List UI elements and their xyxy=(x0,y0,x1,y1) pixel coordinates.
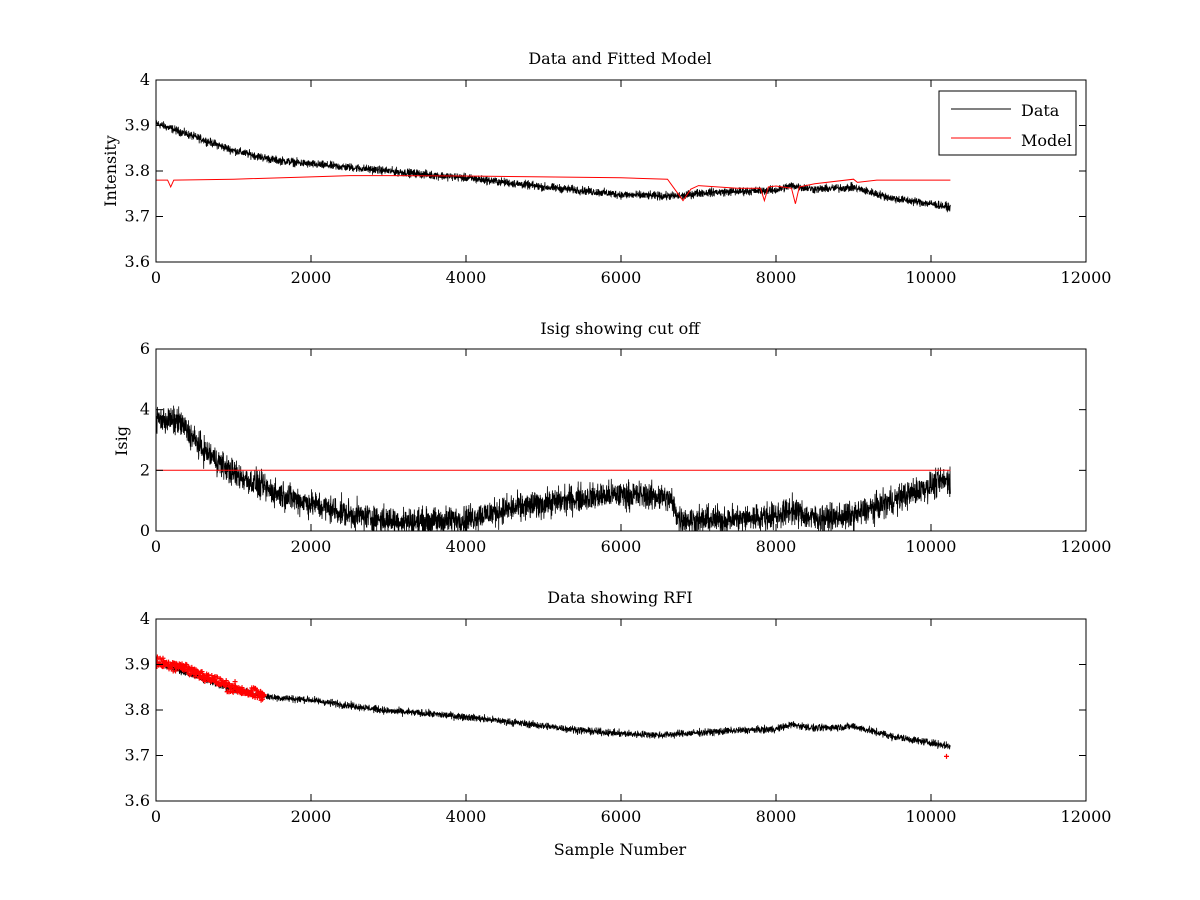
y-tick-label: 3.6 xyxy=(125,252,150,271)
subplot-1-legend: Data Model xyxy=(938,90,1077,156)
x-tick-label: 10000 xyxy=(906,537,957,556)
y-tick-label: 6 xyxy=(140,339,150,358)
y-tick-label: 3.9 xyxy=(125,116,150,135)
rfi-marker xyxy=(184,662,190,668)
rfi-marker xyxy=(173,668,179,674)
rfi-marker xyxy=(944,753,949,759)
y-tick-label: 3.8 xyxy=(125,700,150,719)
series-secondary-markers xyxy=(156,654,949,759)
y-tick-label: 3.7 xyxy=(125,207,150,226)
subplot-1-ylabel: Intensity xyxy=(101,135,120,207)
subplot-2-ylabel: Isig xyxy=(112,426,131,456)
x-tick-label: 6000 xyxy=(601,268,642,287)
legend-box xyxy=(938,90,1077,156)
subplot-2-title: Isig showing cut off xyxy=(540,319,701,338)
series-model-line xyxy=(156,175,951,204)
subplot-1: Data and Fitted Model Intensity 0 2000 400… xyxy=(101,49,1111,287)
x-tick-label: 6000 xyxy=(601,537,642,556)
x-tick-label: 4000 xyxy=(446,537,487,556)
series-main-line xyxy=(156,659,951,750)
x-tick-label: 2000 xyxy=(291,537,332,556)
rfi-marker xyxy=(214,674,220,680)
x-tick-label: 8000 xyxy=(756,807,797,826)
y-tick-label: 3.7 xyxy=(125,746,150,765)
series-group xyxy=(156,119,951,213)
subplot-1-plot-area: 0 2000 4000 6000 8000 10000 12000 3.6 3.7 3.8 3.9 4 xyxy=(125,70,1112,287)
subplot-3-plot-area: 0 2000 4000 6000 8000 10000 12000 3.6 3.7 3.8 3.9 4 xyxy=(125,609,1112,826)
x-tick-label: 4000 xyxy=(446,268,487,287)
x-tick-label: 2000 xyxy=(291,807,332,826)
rfi-marker xyxy=(239,685,245,691)
x-tick-label: 0 xyxy=(151,537,161,556)
series-main-line xyxy=(156,400,951,531)
y-tick-label: 0 xyxy=(140,521,150,540)
series-group xyxy=(156,654,951,759)
rfi-marker xyxy=(261,692,267,698)
x-tick-label: 4000 xyxy=(446,807,487,826)
x-tick-label: 12000 xyxy=(1061,537,1112,556)
x-tick-label: 8000 xyxy=(756,268,797,287)
subplot-3-title: Data showing RFI xyxy=(547,588,692,607)
series-data-line xyxy=(156,119,951,213)
subplot-2: Isig showing cut off Isig 0 2000 4000 6000 8… xyxy=(112,319,1111,556)
x-tick-label: 10000 xyxy=(906,268,957,287)
rfi-marker xyxy=(259,696,265,702)
x-tick-label: 0 xyxy=(151,807,161,826)
y-tick-label: 3.8 xyxy=(125,161,150,180)
subplot-3: Data showing RFI Sample Number 0 2000 4000… xyxy=(125,588,1112,859)
x-tick-label: 2000 xyxy=(291,268,332,287)
series-group xyxy=(156,400,951,531)
x-tick-label: 12000 xyxy=(1061,268,1112,287)
rfi-marker xyxy=(232,679,238,685)
y-tick-label: 4 xyxy=(140,400,150,419)
rfi-marker xyxy=(254,687,260,693)
y-tick-label: 3.9 xyxy=(125,655,150,674)
legend-label-data: Data xyxy=(1021,101,1060,120)
x-tick-label: 0 xyxy=(151,268,161,287)
rfi-marker xyxy=(166,659,172,665)
y-tick-label: 4 xyxy=(140,609,150,628)
y-tick-label: 3.6 xyxy=(125,791,150,810)
y-tick-label: 4 xyxy=(140,70,150,89)
rfi-marker xyxy=(161,664,167,670)
x-tick-label: 6000 xyxy=(601,807,642,826)
y-tick-label: 2 xyxy=(140,460,150,479)
subplot-2-plot-area: 0 2000 4000 6000 8000 10000 12000 0 2 4 6 xyxy=(140,339,1112,556)
rfi-marker xyxy=(249,688,255,694)
x-tick-label: 10000 xyxy=(906,807,957,826)
legend-label-model: Model xyxy=(1021,131,1072,150)
subplot-3-xlabel: Sample Number xyxy=(554,840,687,859)
subplot-1-title: Data and Fitted Model xyxy=(528,49,711,68)
rfi-marker xyxy=(205,672,211,678)
x-tick-label: 12000 xyxy=(1061,807,1112,826)
rfi-marker xyxy=(156,654,160,660)
x-tick-label: 8000 xyxy=(756,537,797,556)
rfi-marker xyxy=(223,684,229,690)
